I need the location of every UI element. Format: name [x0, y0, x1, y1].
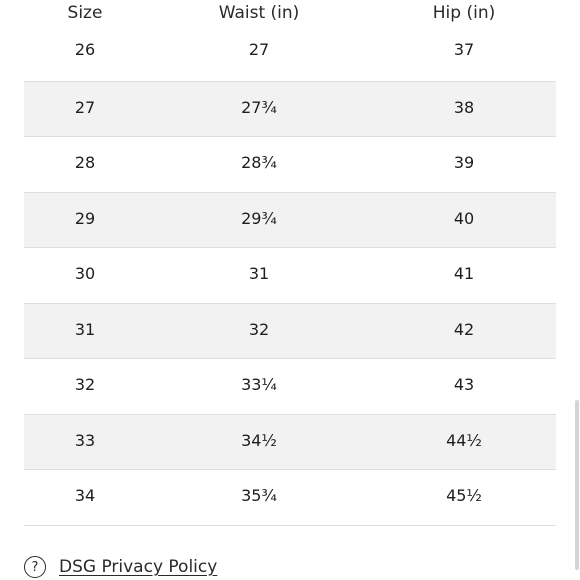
table-row: 26 27 37 — [24, 26, 556, 82]
scrollbar[interactable] — [574, 0, 580, 580]
cell-hip: 38 — [453, 97, 475, 117]
cell-hip: 39 — [453, 153, 475, 172]
table-row: 28 28¾ 39 — [24, 137, 556, 193]
scrollbar-thumb[interactable] — [575, 400, 579, 570]
cell-hip: 41 — [453, 264, 475, 283]
header-size: Size — [67, 3, 103, 23]
cell-hip: 42 — [453, 319, 475, 339]
cell-waist: 33¼ — [241, 375, 277, 394]
table-row: 31 32 42 — [24, 303, 556, 359]
privacy-policy-link[interactable]: DSG Privacy Policy — [59, 557, 218, 577]
question-mark-icon: ? — [24, 556, 46, 578]
cell-hip: 37 — [453, 40, 475, 59]
cell-waist: 35¾ — [241, 486, 277, 505]
table-row: 34 35¾ 45½ — [24, 470, 556, 526]
cell-size: 32 — [74, 375, 96, 394]
cell-waist: 31 — [248, 264, 270, 283]
cell-size: 28 — [74, 153, 96, 172]
header-waist: Waist (in) — [218, 3, 300, 23]
cell-waist: 27¾ — [241, 97, 277, 117]
table-row: 30 31 41 — [24, 248, 556, 304]
cell-size: 31 — [74, 319, 96, 339]
table-row: 33 34½ 44½ — [24, 414, 556, 470]
table-header-row: Size Waist (in) Hip (in) — [24, 0, 556, 26]
cell-size: 29 — [74, 208, 96, 228]
cell-size: 30 — [74, 264, 96, 283]
table-row: 32 33¼ 43 — [24, 359, 556, 415]
cell-hip: 44½ — [446, 430, 482, 450]
cell-waist: 27 — [248, 40, 270, 59]
cell-waist: 32 — [248, 319, 270, 339]
cell-hip: 40 — [453, 208, 475, 228]
size-chart-table: Size Waist (in) Hip (in) 26 27 37 27 27¾… — [24, 0, 556, 526]
cell-waist: 28¾ — [241, 153, 277, 172]
cell-size: 33 — [74, 430, 96, 450]
cell-size: 34 — [74, 486, 96, 505]
cell-hip: 45½ — [446, 486, 482, 505]
cell-size: 27 — [74, 97, 96, 117]
cell-size: 26 — [74, 40, 96, 59]
header-hip: Hip (in) — [432, 3, 496, 23]
cell-hip: 43 — [453, 375, 475, 394]
cell-waist: 29¾ — [241, 208, 277, 228]
footer: ? DSG Privacy Policy — [24, 554, 217, 580]
cell-waist: 34½ — [241, 430, 277, 450]
table-row: 27 27¾ 38 — [24, 81, 556, 137]
table-row: 29 29¾ 40 — [24, 192, 556, 248]
